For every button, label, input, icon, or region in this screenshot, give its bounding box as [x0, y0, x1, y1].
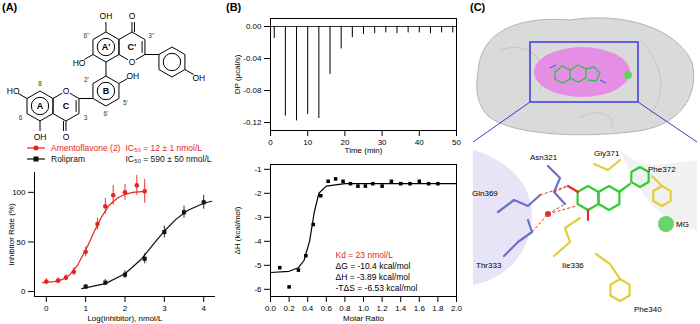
svg-text:Gln369: Gln369 — [472, 189, 498, 198]
svg-text:O: O — [63, 86, 70, 96]
svg-text:Time (min): Time (min) — [345, 146, 383, 155]
html-text:Amentoflavone (2): Amentoflavone (2) — [51, 143, 121, 153]
svg-text:HO: HO — [7, 86, 20, 96]
svg-text:-3: -3 — [254, 213, 262, 222]
svg-text:-0.08: -0.08 — [243, 86, 262, 95]
svg-text:50: 50 — [17, 238, 26, 247]
svg-text:OH: OH — [100, 11, 113, 21]
svg-text:Kd = 23 nmol/L: Kd = 23 nmol/L — [336, 250, 394, 260]
svg-text:A: A — [37, 101, 44, 111]
svg-text:OH: OH — [192, 73, 205, 83]
svg-text:OH: OH — [126, 71, 139, 81]
svg-text:B: B — [103, 86, 110, 96]
svg-text:0.2: 0.2 — [284, 304, 296, 313]
svg-text:1.8: 1.8 — [432, 304, 444, 313]
svg-text:Thr333: Thr333 — [476, 261, 502, 270]
svg-text:Ile336: Ile336 — [562, 261, 584, 270]
svg-text:6: 6 — [19, 114, 23, 121]
svg-text:0.00: 0.00 — [246, 22, 262, 31]
svg-text:Log(inhibitor), nmol/L: Log(inhibitor), nmol/L — [87, 314, 163, 323]
svg-text:3: 3 — [84, 114, 88, 121]
svg-text:O: O — [63, 132, 70, 142]
svg-text:0: 0 — [44, 304, 49, 313]
svg-text:-6: -6 — [254, 285, 262, 294]
html-text:(B): (B) — [226, 1, 242, 13]
svg-text:5': 5' — [123, 99, 128, 106]
svg-text:3'': 3'' — [148, 32, 154, 39]
svg-text:1: 1 — [83, 304, 88, 313]
svg-text:3: 3 — [162, 304, 167, 313]
svg-text:-0.12: -0.12 — [243, 118, 262, 127]
svg-text:2': 2' — [84, 76, 89, 83]
html-text:Rolipram: Rolipram — [51, 154, 85, 164]
svg-text:30: 30 — [377, 138, 387, 148]
svg-text:Gly371: Gly371 — [594, 149, 620, 158]
svg-text:ΔG = -10.4 kcal/mol: ΔG = -10.4 kcal/mol — [336, 261, 411, 271]
svg-text:1.6: 1.6 — [414, 304, 426, 313]
svg-text:DP (μcal/s): DP (μcal/s) — [233, 54, 242, 94]
svg-text:A': A' — [102, 42, 111, 52]
svg-text:Phe372: Phe372 — [648, 165, 676, 174]
svg-text:C: C — [63, 101, 70, 111]
svg-text:40: 40 — [415, 138, 424, 147]
svg-text:50: 50 — [452, 138, 461, 147]
svg-text:O: O — [129, 57, 136, 67]
svg-text:0.8: 0.8 — [339, 304, 351, 313]
svg-text:OH: OH — [34, 132, 47, 142]
svg-text:8: 8 — [38, 80, 42, 87]
svg-text:1.0: 1.0 — [358, 304, 370, 313]
svg-text:-4: -4 — [254, 237, 262, 246]
svg-text:-TΔS = -6.53 kcal/mol: -TΔS = -6.53 kcal/mol — [336, 283, 418, 293]
svg-text:-2: -2 — [254, 189, 262, 198]
svg-text:1.4: 1.4 — [395, 304, 407, 313]
svg-text:20: 20 — [340, 138, 350, 148]
svg-text:1.2: 1.2 — [377, 304, 389, 313]
svg-text:ΔH (kcal/mol): ΔH (kcal/mol) — [233, 206, 242, 254]
html-text:(C): (C) — [470, 1, 486, 13]
html-text:IC₅₀ = 12 ± 1 nmol/L: IC₅₀ = 12 ± 1 nmol/L — [125, 143, 202, 153]
svg-text:10: 10 — [303, 138, 312, 147]
svg-text:Molar Ratio: Molar Ratio — [343, 314, 384, 323]
svg-text:HO: HO — [73, 58, 86, 68]
svg-text:-0.04: -0.04 — [243, 54, 262, 63]
svg-text:0.0: 0.0 — [265, 304, 277, 313]
svg-text:MG: MG — [676, 220, 689, 229]
svg-text:6'': 6'' — [83, 32, 89, 39]
svg-text:0.6: 0.6 — [321, 304, 333, 313]
svg-text:0: 0 — [268, 138, 273, 147]
html-text:IC₅₀ = 590 ± 50 nmol/L: IC₅₀ = 590 ± 50 nmol/L — [125, 154, 212, 164]
svg-text:-5: -5 — [254, 261, 262, 270]
svg-text:0: 0 — [21, 287, 26, 296]
svg-text:6': 6' — [104, 110, 109, 117]
svg-text:-1: -1 — [254, 165, 262, 174]
svg-text:4: 4 — [201, 304, 206, 313]
svg-text:2.0: 2.0 — [451, 304, 463, 313]
svg-text:100: 100 — [12, 188, 26, 197]
svg-text:0.4: 0.4 — [302, 304, 314, 313]
svg-text:Phe340: Phe340 — [634, 305, 662, 314]
svg-text:C': C' — [128, 42, 137, 52]
html-text:(A): (A) — [2, 1, 18, 13]
svg-text:O: O — [129, 11, 136, 21]
svg-text:Asn321: Asn321 — [530, 153, 558, 162]
svg-text:Inhibitor Rate (%): Inhibitor Rate (%) — [7, 203, 16, 266]
svg-text:2: 2 — [123, 304, 128, 313]
svg-text:ΔH = -3.89 kcal/mol: ΔH = -3.89 kcal/mol — [336, 272, 411, 282]
